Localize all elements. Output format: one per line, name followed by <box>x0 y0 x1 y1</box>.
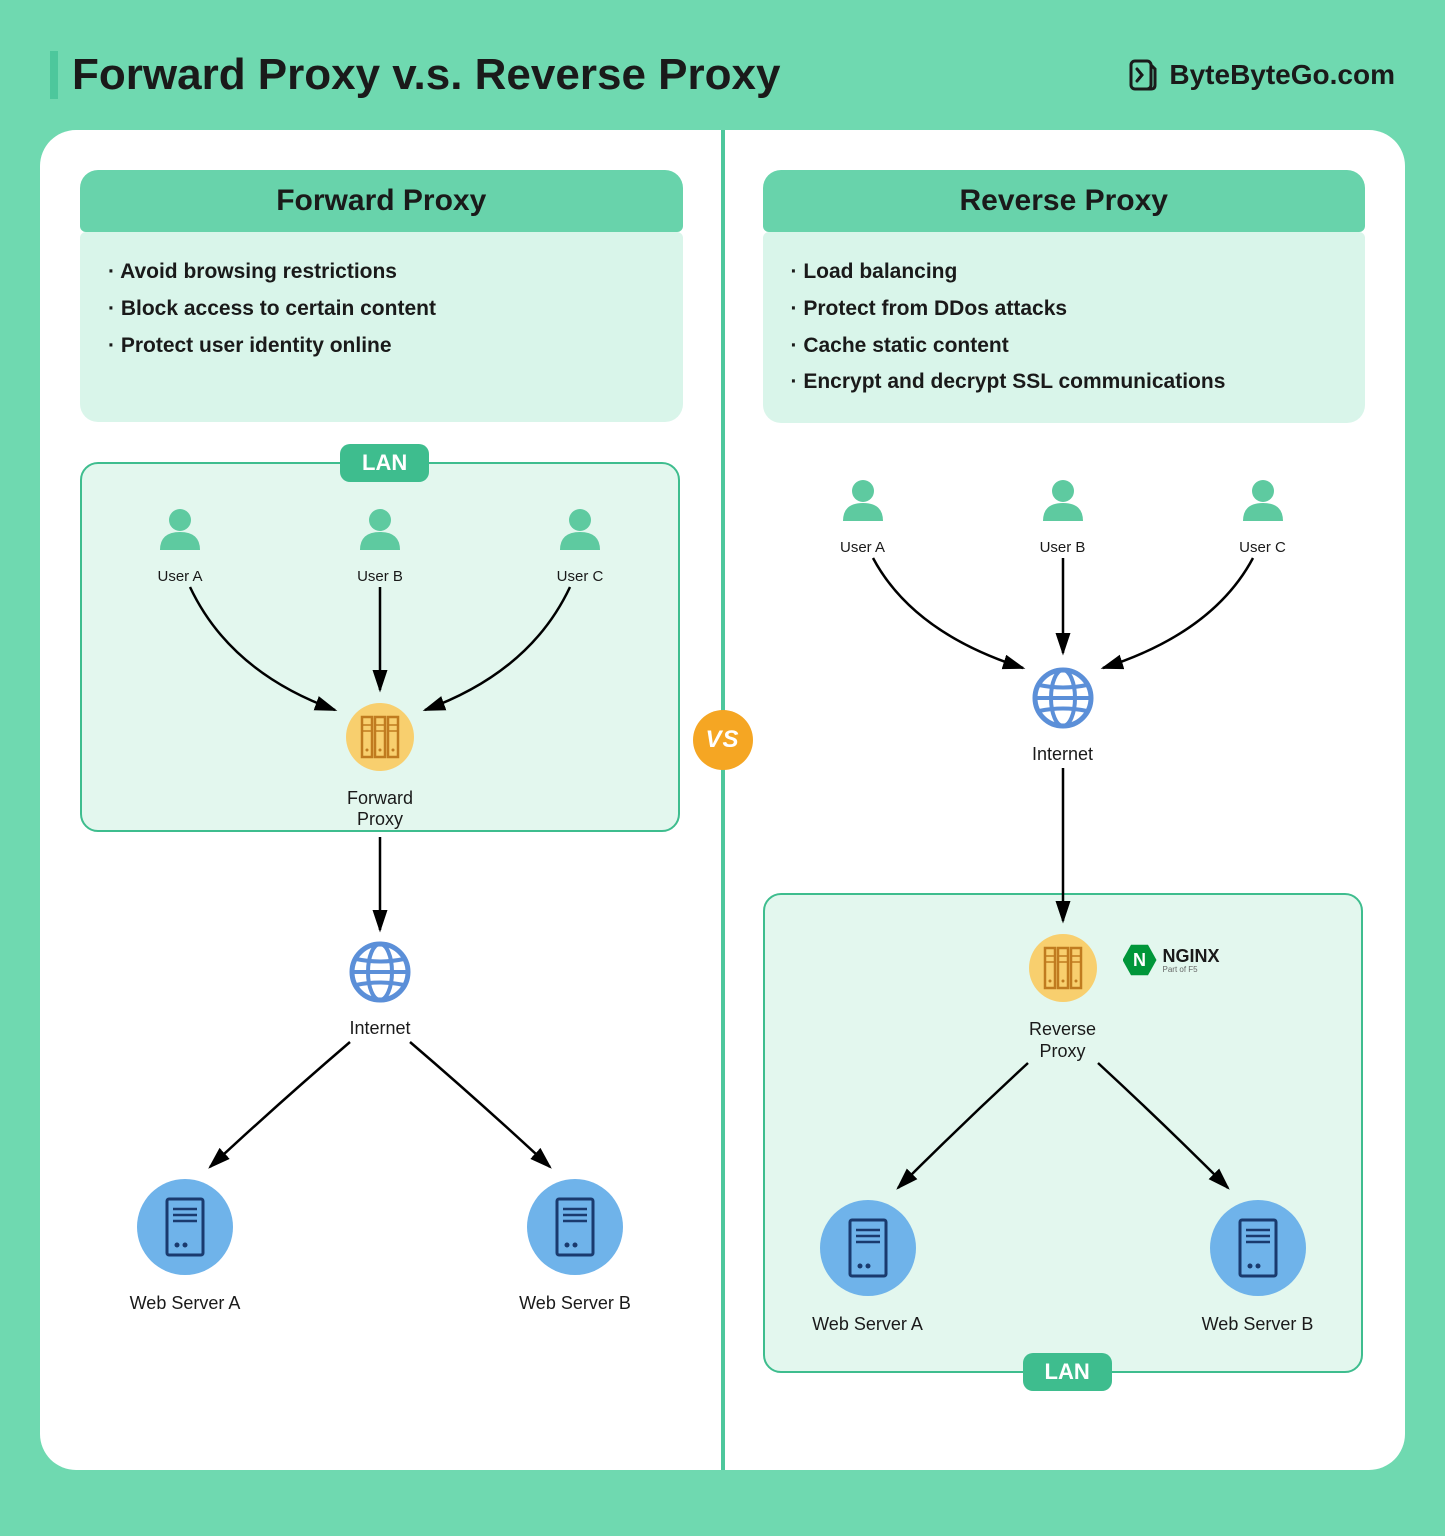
forward-bullets: · Avoid browsing restrictions · Block ac… <box>80 232 683 422</box>
forward-proxy-node: Forward Proxy <box>330 697 430 830</box>
lan-tag: LAN <box>1023 1353 1112 1391</box>
header: Forward Proxy v.s. Reverse Proxy ByteByt… <box>40 50 1405 100</box>
brand-icon <box>1127 59 1159 91</box>
reverse-heading: Reverse Proxy <box>763 170 1366 232</box>
bullet-item: · Protect from DDos attacks <box>791 291 1338 328</box>
user-node: User C <box>540 502 620 585</box>
internet-node: Internet <box>340 937 420 1039</box>
server-node: Web Server B <box>515 1172 635 1314</box>
forward-heading: Forward Proxy <box>80 170 683 232</box>
reverse-proxy-panel: Reverse Proxy · Load balancing · Protect… <box>723 130 1406 1470</box>
reverse-bullets: · Load balancing · Protect from DDos att… <box>763 232 1366 423</box>
page-title: Forward Proxy v.s. Reverse Proxy <box>72 50 780 100</box>
bullet-item: · Protect user identity online <box>108 328 655 365</box>
user-node: User A <box>140 502 220 585</box>
internet-node: Internet <box>1023 663 1103 765</box>
server-node: Web Server A <box>808 1193 928 1335</box>
nginx-badge: N NGINX Part of F5 <box>1123 943 1220 977</box>
lan-tag: LAN <box>340 444 429 482</box>
forward-proxy-panel: Forward Proxy · Avoid browsing restricti… <box>40 130 723 1470</box>
user-node: User B <box>340 502 420 585</box>
vs-badge: VS <box>693 710 753 770</box>
brand-text: ByteByteGo.com <box>1169 59 1395 91</box>
bullet-item: · Avoid browsing restrictions <box>108 254 655 291</box>
bullet-item: · Load balancing <box>791 254 1338 291</box>
forward-diagram: LAN User A User B User C Forward <box>80 452 683 1452</box>
reverse-diagram: User A User B User C Internet LAN <box>763 453 1366 1453</box>
user-node: User A <box>823 473 903 556</box>
bullet-item: · Encrypt and decrypt SSL communications <box>791 364 1338 401</box>
reverse-proxy-node: Reverse Proxy <box>1013 928 1113 1062</box>
title-accent-bar <box>50 51 58 99</box>
bullet-item: · Block access to certain content <box>108 291 655 328</box>
brand-logo: ByteByteGo.com <box>1127 59 1395 91</box>
nginx-icon: N <box>1123 943 1157 977</box>
server-node: Web Server B <box>1198 1193 1318 1335</box>
bullet-item: · Cache static content <box>791 328 1338 365</box>
server-node: Web Server A <box>125 1172 245 1314</box>
user-node: User B <box>1023 473 1103 556</box>
main-card: VS Forward Proxy · Avoid browsing restri… <box>40 130 1405 1470</box>
user-node: User C <box>1223 473 1303 556</box>
